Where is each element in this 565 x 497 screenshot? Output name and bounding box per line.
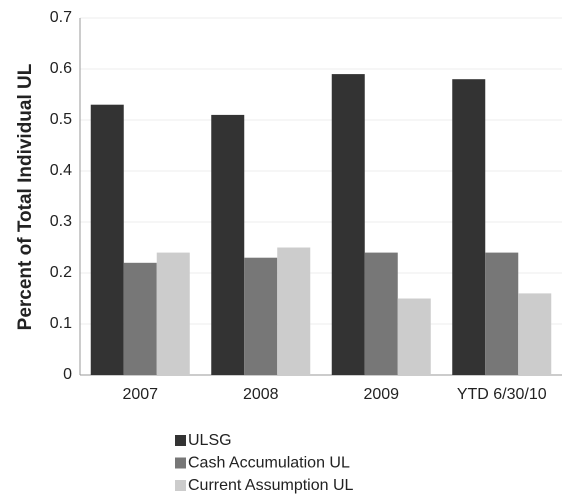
x-tick-label: 2007 [122, 386, 158, 403]
bar [156, 252, 190, 375]
bar [518, 293, 552, 375]
legend-label: ULSG [188, 432, 232, 449]
y-tick-label: 0 [63, 366, 72, 383]
bar [244, 257, 278, 375]
x-tick-label: YTD 6/30/10 [457, 386, 547, 403]
x-tick-label: 2008 [243, 386, 279, 403]
legend-label: Cash Accumulation UL [188, 455, 350, 472]
y-tick-label: 0.5 [50, 111, 72, 128]
legend-swatch [175, 457, 186, 469]
bar [485, 252, 519, 375]
bar [397, 298, 431, 375]
y-tick-label: 0.2 [50, 264, 72, 281]
legend-swatch [175, 435, 186, 446]
bar [90, 104, 124, 375]
y-tick-label: 0.6 [50, 60, 72, 77]
bar [452, 79, 486, 375]
bar [364, 252, 398, 375]
bar [211, 114, 245, 376]
y-tick-label: 0.4 [50, 162, 72, 179]
y-tick-label: 0.1 [50, 315, 72, 332]
y-tick-label: 0.3 [50, 213, 72, 230]
legend-swatch [175, 480, 186, 491]
y-axis-label: Percent of Total Individual UL [15, 63, 36, 330]
legend-label: Current Assumption UL [188, 477, 354, 494]
bar [277, 247, 311, 375]
bar [123, 262, 157, 375]
y-tick-label: 0.7 [50, 9, 72, 26]
bar [331, 74, 365, 375]
x-tick-label: 2009 [363, 386, 399, 403]
